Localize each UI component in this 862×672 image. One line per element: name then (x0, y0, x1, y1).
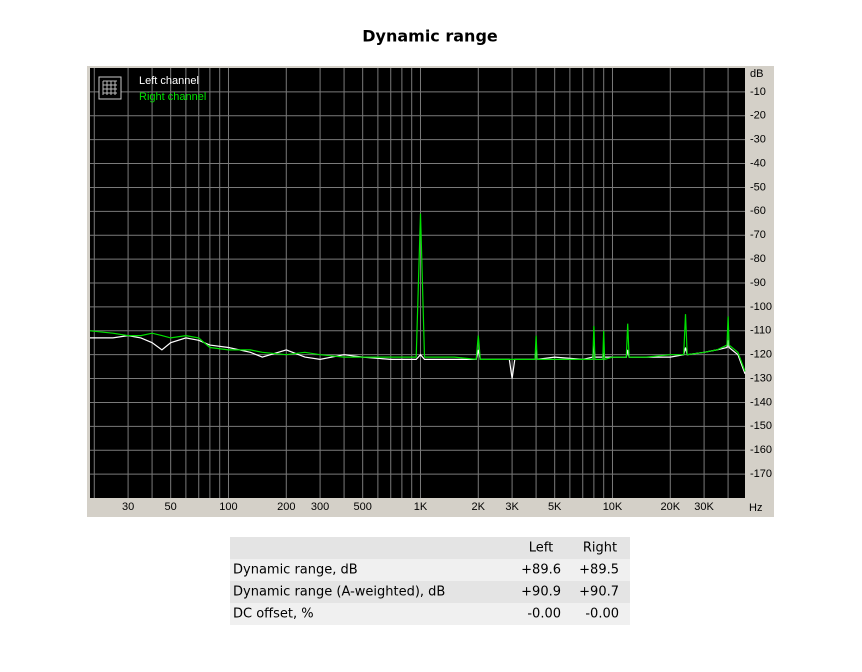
x-tick-label: 500 (354, 501, 372, 513)
table-cell: +89.5 (579, 563, 619, 578)
table-row-bg (230, 581, 630, 603)
y-tick-label: -80 (750, 253, 766, 265)
table-header-bg (230, 537, 630, 559)
series-line (89, 213, 746, 372)
grid (90, 68, 745, 498)
table-row-bg (230, 603, 630, 625)
table-row-bg (230, 559, 630, 581)
x-tick-label: 1K (414, 501, 428, 513)
y-tick-label: -10 (750, 86, 766, 98)
x-tick-label: 30 (122, 501, 134, 513)
table-cell: -0.00 (527, 607, 561, 622)
y-tick-label: -130 (750, 372, 772, 384)
row-label: DC offset, % (233, 607, 314, 622)
legend-entry: Left channel (139, 75, 199, 87)
legend-icon-grid (102, 80, 117, 95)
x-tick-label: 10K (603, 501, 623, 513)
row-label: Dynamic range (A-weighted), dB (233, 585, 445, 600)
x-tick-label: 2K (472, 501, 486, 513)
table-header: Right (583, 541, 617, 556)
x-tick-label: 50 (165, 501, 177, 513)
y-tick-label: -110 (750, 325, 771, 337)
y-tick-label: -90 (750, 277, 766, 289)
legend-entry: Right channel (139, 91, 206, 103)
x-tick-label: 200 (277, 501, 295, 513)
y-tick-label: -30 (750, 134, 766, 146)
y-tick-label: -140 (750, 396, 772, 408)
y-tick-label: -20 (750, 110, 766, 122)
x-tick-label: 20K (660, 501, 680, 513)
x-axis-label: Hz (749, 502, 762, 514)
y-tick-label: -70 (750, 229, 766, 241)
x-tick-label: 100 (219, 501, 237, 513)
y-tick-label: -60 (750, 205, 766, 217)
table-cell: +89.6 (521, 563, 561, 578)
y-tick-label: -150 (750, 420, 772, 432)
y-tick-label: -170 (750, 468, 772, 480)
y-axis-label: dB (750, 68, 763, 80)
lines (89, 213, 746, 379)
stats-table: Left Right Dynamic range, dB +89.6 +89.5 Dyna… (230, 537, 630, 625)
y-tick-label: -50 (750, 181, 766, 193)
x-tick-label: 300 (311, 501, 329, 513)
x-tick-label: 3K (505, 501, 519, 513)
y-tick-label: -120 (750, 349, 772, 361)
x-tick-label: 30K (694, 501, 714, 513)
legend: Left channel Right channel (98, 75, 206, 103)
table-header: Left (529, 541, 553, 556)
row-label: Dynamic range, dB (233, 563, 358, 578)
y-tick-label: -100 (750, 301, 772, 313)
y-tick-label: -40 (750, 157, 766, 169)
legend-icon (98, 76, 122, 100)
table-cell: +90.7 (579, 585, 619, 600)
x-tick-label: 5K (548, 501, 562, 513)
table-cell: -0.00 (585, 607, 619, 622)
y-tick-label: -160 (750, 444, 772, 456)
chart-title: Dynamic range (362, 27, 498, 46)
table-cell: +90.9 (521, 585, 561, 600)
